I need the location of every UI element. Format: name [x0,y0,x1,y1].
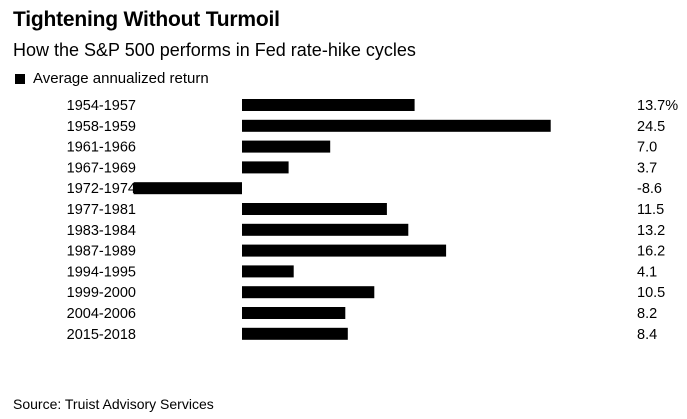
data-label: 8.2 [637,306,657,322]
bar [242,99,415,111]
category-label: 2004-2006 [67,306,136,322]
category-label: 1954-1957 [67,98,136,114]
category-label: 1987-1989 [67,244,136,260]
category-label: 1999-2000 [67,285,136,301]
category-label: 1994-1995 [67,264,136,280]
category-label: 2015-2018 [67,327,136,343]
category-label: 1958-1959 [67,119,136,135]
data-label: 16.2 [637,244,665,260]
category-label: 1967-1969 [67,160,136,176]
bar [242,161,289,174]
legend: Average annualized return [13,70,209,87]
source-note: Source: Truist Advisory Services [13,396,214,412]
data-label: 13.2 [637,223,665,239]
data-label: 8.4 [637,327,657,343]
data-label: 24.5 [637,119,665,135]
bar [242,327,348,340]
category-label: 1983-1984 [67,223,136,239]
data-label: -8.6 [637,181,662,197]
data-label: 7.0 [637,140,657,156]
bar [242,119,551,132]
bar [242,244,447,257]
category-label: 1972-1974 [67,181,136,197]
chart-subtitle: How the S&P 500 performs in Fed rate-hik… [13,40,416,60]
bar [242,265,294,278]
data-label: 11.5 [637,202,664,218]
data-label: 10.5 [637,285,665,301]
legend-swatch [15,73,25,84]
bar [242,307,346,319]
data-label: 3.7 [637,160,657,176]
bar [242,140,331,153]
category-label: 1977-1981 [67,202,136,218]
bar [242,223,409,236]
chart-title: Tightening Without Turmoil [13,8,280,31]
bar [242,286,375,299]
data-label: 13.7% [637,98,678,114]
data-label: 4.1 [637,264,657,280]
bar [133,182,242,195]
legend-label: Average annualized return [33,70,209,87]
category-label: 1961-1966 [67,140,136,156]
bar [242,203,387,215]
